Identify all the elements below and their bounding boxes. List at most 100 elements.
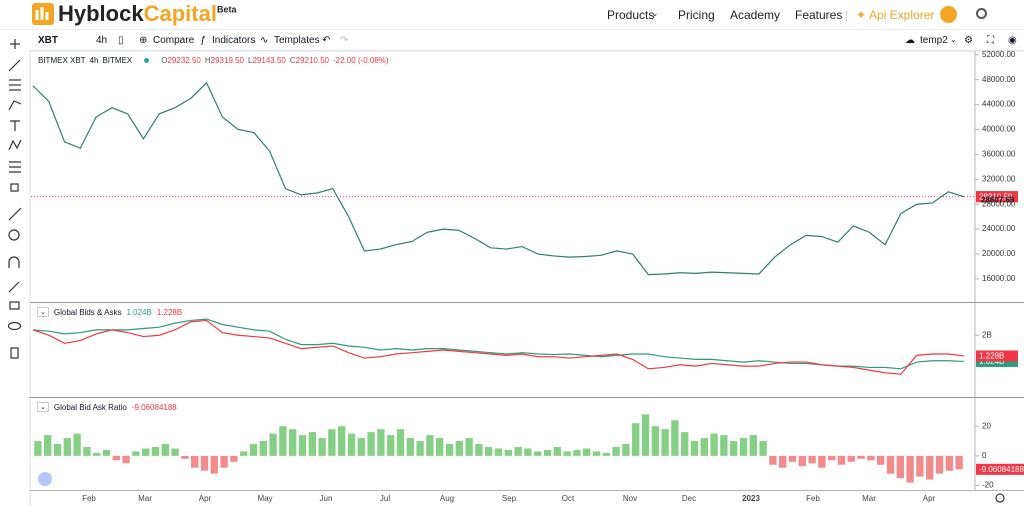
collapse-button[interactable]: ⌄	[37, 402, 49, 412]
x-tick-label: Nov	[623, 494, 637, 503]
ratio-bar	[298, 435, 307, 456]
ratio-bar	[916, 455, 924, 477]
ratio-bar	[191, 455, 199, 468]
ratio-bar	[514, 446, 522, 456]
ratio-bar	[602, 452, 610, 456]
interval-button[interactable]: 4h	[96, 35, 108, 46]
ohlc-value: 29210.50	[295, 56, 329, 65]
ratio-bar	[93, 452, 101, 456]
ratio-bar	[161, 444, 169, 456]
ratio-bar	[83, 446, 91, 456]
x-tick-label: Oct	[562, 494, 575, 503]
ratio-bar	[573, 449, 581, 456]
ratio-bar	[769, 455, 777, 465]
chart-type-icon[interactable]: ▯	[118, 35, 124, 46]
delete-tool[interactable]	[10, 347, 19, 359]
ratio-bar	[357, 438, 365, 456]
templates-button[interactable]: Templates	[274, 35, 320, 46]
left-toolbar	[7, 39, 22, 359]
compare-button[interactable]: Compare	[153, 35, 195, 46]
nav-link[interactable]: Features	[795, 8, 843, 22]
nav-link[interactable]: Products	[607, 8, 655, 22]
ratio-bar	[651, 426, 659, 456]
legend-title: Global Bids & Asks	[53, 307, 122, 317]
indicators-icon[interactable]: ƒ	[200, 35, 206, 46]
status-dot	[144, 58, 150, 63]
cloud-icon[interactable]: ☁	[905, 35, 915, 46]
legend-exchange: BITMEX	[102, 56, 133, 65]
lock-drawings-tool[interactable]	[8, 281, 20, 293]
legend-value: -9.06084188	[131, 402, 177, 412]
settings-button[interactable]: ⚙	[964, 35, 973, 46]
ratio-bar	[171, 448, 179, 456]
visibility-tool[interactable]	[7, 321, 22, 331]
lock-tool[interactable]	[9, 301, 20, 310]
ratio-bar	[416, 441, 424, 456]
shape-tool[interactable]	[10, 183, 19, 192]
ratio-bar	[318, 438, 326, 456]
y-tick-label: 52000.00	[982, 50, 1016, 59]
ratio-bar	[289, 429, 297, 456]
ratio-bar	[475, 444, 483, 456]
x-tick-label: Mar	[138, 494, 152, 503]
ratio-bar	[426, 435, 434, 456]
logo-text[interactable]: Capital	[143, 1, 217, 26]
line-tool[interactable]	[8, 59, 21, 72]
ratio-legend: ⌄ Global Bid Ask Ratio -9.06084188	[37, 402, 177, 412]
ratio-bar	[955, 455, 963, 470]
ruler-tool[interactable]	[8, 207, 22, 221]
symbol-button[interactable]: XBT	[38, 35, 58, 46]
zoom-tool[interactable]	[8, 229, 20, 241]
ratio-bar	[710, 433, 718, 456]
ratio-bar	[210, 455, 218, 474]
ratio-bar	[436, 438, 444, 456]
ratio-bar	[142, 448, 150, 456]
dropdown-chevron[interactable]: ⌄	[651, 8, 659, 18]
theme-toggle[interactable]	[976, 8, 987, 19]
compare-icon[interactable]: ⊕	[139, 35, 148, 46]
settings-icon[interactable]	[995, 493, 1005, 503]
collapse-button[interactable]: ⌄	[37, 307, 49, 317]
price-line	[32, 81, 965, 276]
y-tick-label: 16000.00	[982, 274, 1016, 283]
ratio-bar	[857, 455, 865, 459]
indicators-button[interactable]: Indicators	[212, 35, 256, 46]
ratio-bar	[465, 438, 473, 456]
redo-button[interactable]: ↷	[340, 35, 349, 46]
brush-tool[interactable]	[8, 100, 22, 111]
ratio-bar	[181, 455, 189, 459]
undo-button[interactable]: ↶	[322, 35, 331, 46]
nav-link[interactable]: Api Explorer	[869, 8, 935, 22]
ratio-bar	[828, 455, 836, 461]
layout-chevron[interactable]: ⌄	[950, 35, 957, 44]
prediction-tool[interactable]	[9, 161, 21, 173]
ratio-bar	[543, 449, 552, 456]
pattern-tool[interactable]	[8, 139, 22, 151]
fullscreen-button[interactable]: ⛶	[987, 35, 994, 46]
crosshair-tool[interactable]	[10, 39, 20, 49]
y-tick-label: 48000.00	[982, 75, 1016, 84]
ratio-bar	[485, 446, 493, 456]
layout-button[interactable]: temp2	[920, 35, 948, 46]
ratio-bar	[338, 426, 346, 456]
fib-tool[interactable]	[9, 79, 21, 91]
logo[interactable]: HyblockCapitalBeta	[58, 1, 236, 27]
logo-text[interactable]: Hyblock	[58, 1, 144, 26]
user-avatar[interactable]	[940, 6, 957, 23]
ratio-bar	[661, 429, 669, 456]
magnet-tool[interactable]	[8, 256, 20, 268]
nav-link[interactable]: Pricing	[678, 8, 715, 22]
nav-link[interactable]: Academy	[730, 8, 781, 22]
ratio-bar	[632, 423, 640, 456]
watermark-logo	[38, 472, 52, 486]
text-tool[interactable]	[10, 120, 20, 131]
ratio-bar	[926, 455, 934, 480]
ratio-bar	[387, 435, 395, 456]
snapshot-button[interactable]: ◉	[1008, 35, 1017, 46]
ratio-bar	[269, 433, 277, 456]
price-label: 1.024B	[979, 357, 1004, 366]
price-label: 1.228B	[979, 352, 1004, 361]
templates-icon[interactable]: ∿	[260, 35, 269, 46]
ratio-bar	[122, 455, 130, 464]
price-change: -22.00 (-0.08%)	[333, 56, 389, 65]
